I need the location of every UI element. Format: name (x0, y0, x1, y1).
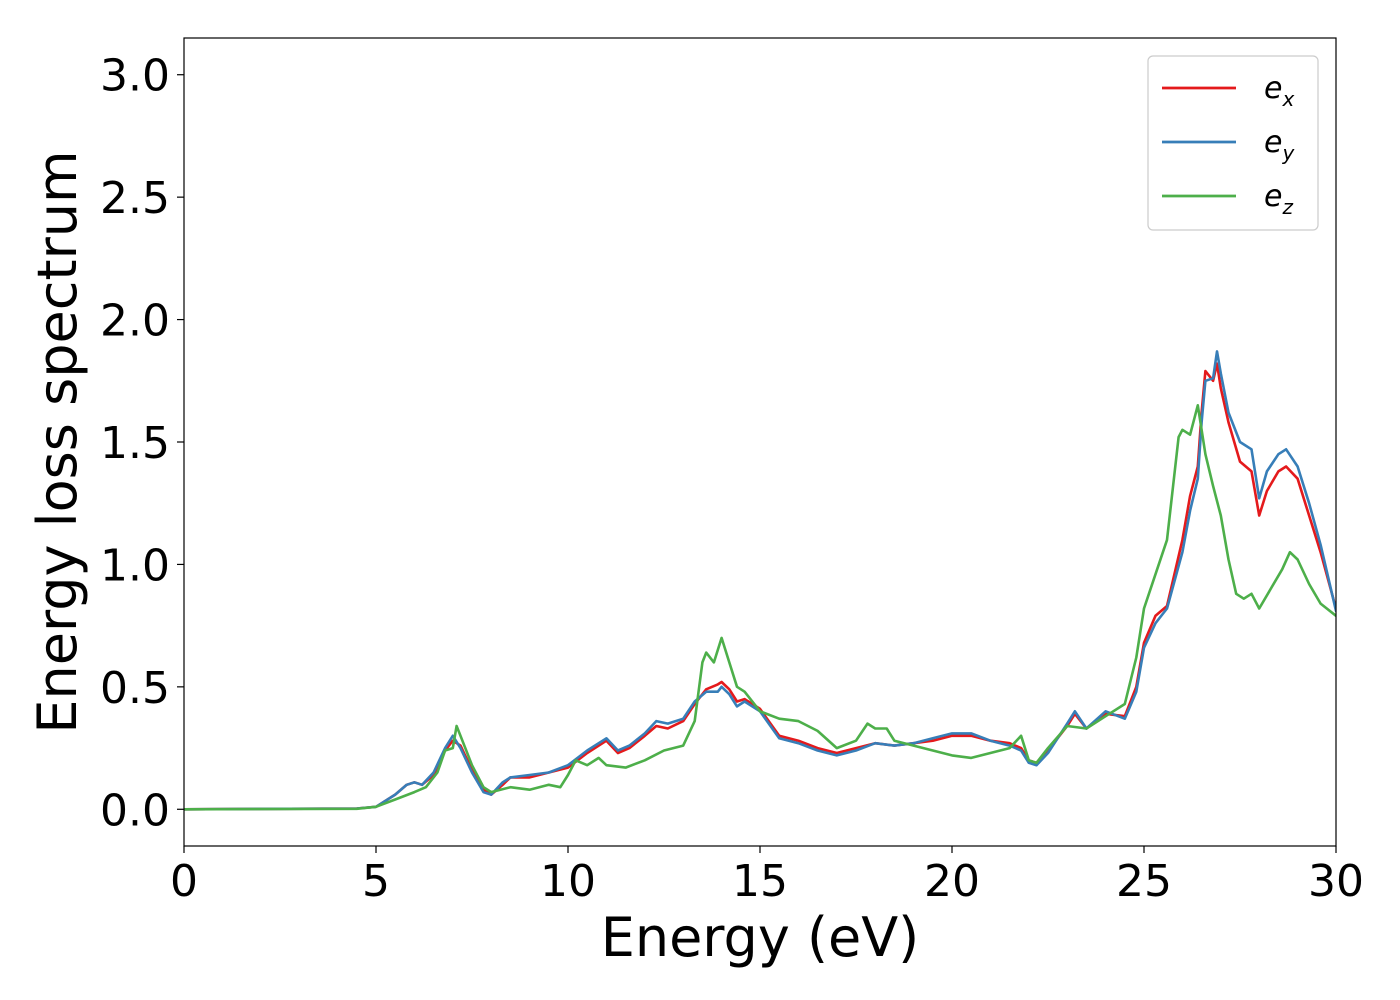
legend-label: ez (1264, 179, 1293, 219)
y-tick-label: 1.0 (100, 540, 170, 591)
x-tick-label: 20 (924, 856, 980, 907)
y-tick-label: 0.0 (100, 785, 170, 836)
y-tick-label: 2.0 (100, 296, 170, 347)
y-axis-title: Energy loss spectrum (26, 150, 89, 733)
y-tick-label: 2.5 (100, 173, 170, 224)
legend-entry-ex: ex (1162, 71, 1294, 111)
legend-label: ey (1264, 125, 1295, 165)
x-axis-title: Energy (eV) (601, 906, 920, 969)
legend: ex ey ez (1147, 55, 1319, 231)
series-line-ez (184, 404, 1336, 811)
y-tick-label: 3.0 (100, 51, 170, 102)
series-layer (184, 350, 1336, 811)
x-tick-label: 0 (170, 856, 198, 907)
y-tick-label: 1.5 (100, 418, 170, 469)
x-tick-label: 25 (1116, 856, 1172, 907)
y-axis: 0.0 0.5 1.0 1.5 2.0 2.5 3.0 (100, 51, 184, 836)
legend-entry-ez: ez (1162, 179, 1293, 219)
x-tick-label: 10 (540, 856, 596, 907)
x-axis: 0 5 10 15 20 25 30 (170, 846, 1364, 907)
x-tick-label: 5 (362, 856, 390, 907)
x-tick-label: 30 (1308, 856, 1364, 907)
legend-entry-ey: ey (1162, 125, 1295, 165)
legend-label: ex (1264, 71, 1294, 111)
x-tick-label: 15 (732, 856, 788, 907)
y-tick-label: 0.5 (100, 663, 170, 714)
